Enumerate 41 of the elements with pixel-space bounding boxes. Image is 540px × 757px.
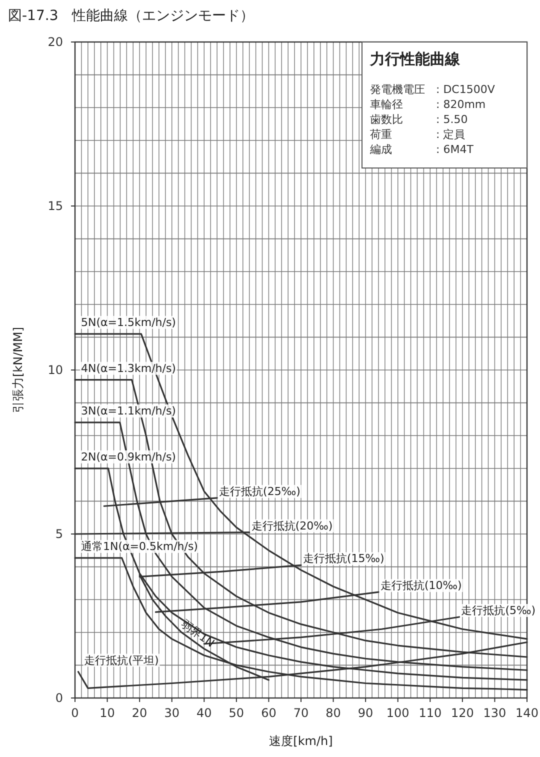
series-label: 走行抵抗(10‰) (380, 579, 462, 592)
x-tick-label: 10 (100, 706, 115, 720)
series-label: 5N(α=1.5km/h/s) (81, 316, 176, 329)
x-tick-label: 130 (483, 706, 506, 720)
series-label: 走行抵抗(25‰) (219, 484, 300, 498)
y-tick-label: 20 (48, 35, 63, 49)
annotation: 車輪径 : 820mm (370, 98, 486, 111)
x-tick-label: 140 (516, 706, 538, 720)
annotation: 編成 : 6M4T (369, 143, 474, 156)
y-tick-label: 5 (55, 527, 63, 541)
y-tick-label: 10 (48, 363, 63, 377)
x-tick-label: 40 (196, 706, 212, 720)
x-tick-label: 50 (228, 706, 244, 720)
annotation: 発電機電圧 : DC1500V (370, 83, 496, 96)
x-tick-label: 80 (326, 706, 341, 720)
x-axis-title: 速度[km/h] (269, 734, 333, 748)
series-label: 4N(α=1.3km/h/s) (81, 362, 176, 375)
x-tick-label: 20 (132, 706, 148, 720)
series-label: 走行抵抗(5‰) (461, 604, 536, 617)
series-label: 走行抵抗(平坦) (84, 654, 159, 667)
chart-title: 図-17.3 性能曲線（エンジンモード） (8, 8, 254, 24)
y-tick-label: 15 (48, 199, 63, 213)
x-tick-label: 90 (358, 706, 374, 720)
x-tick-label: 110 (418, 706, 442, 720)
annotation: 歯数比 : 5.50 (370, 113, 468, 126)
x-tick-label: 30 (164, 706, 180, 720)
x-tick-label: 60 (261, 706, 276, 720)
annotation: 力行性能曲線 (369, 50, 461, 68)
series-label: 通常1N(α=0.5km/h/s) (81, 540, 198, 553)
x-tick-label: 70 (293, 706, 309, 720)
x-tick-label: 100 (386, 706, 410, 720)
series-label: 2N(α=0.9km/h/s) (81, 450, 176, 464)
x-tick-label: 120 (450, 706, 474, 720)
x-tick-label: 0 (71, 706, 79, 720)
series-label: 走行抵抗(15‰) (303, 552, 384, 566)
annotation: 荷重 : 定員 (370, 128, 466, 141)
y-tick-label: 0 (55, 691, 63, 705)
series-label: 走行抵抗(20‰) (251, 519, 333, 532)
text: 弱界1N (178, 618, 217, 650)
y-axis-title: 引張力[kN/MM] (11, 326, 25, 414)
series-label: 3N(α=1.1km/h/s) (81, 404, 176, 418)
